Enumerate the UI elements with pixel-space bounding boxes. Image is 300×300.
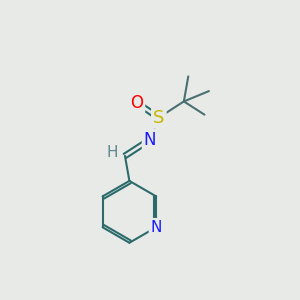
Text: O: O [130,94,143,112]
Text: N: N [151,220,162,235]
Text: H: H [107,146,118,160]
Text: N: N [144,131,156,149]
Text: S: S [153,109,164,127]
